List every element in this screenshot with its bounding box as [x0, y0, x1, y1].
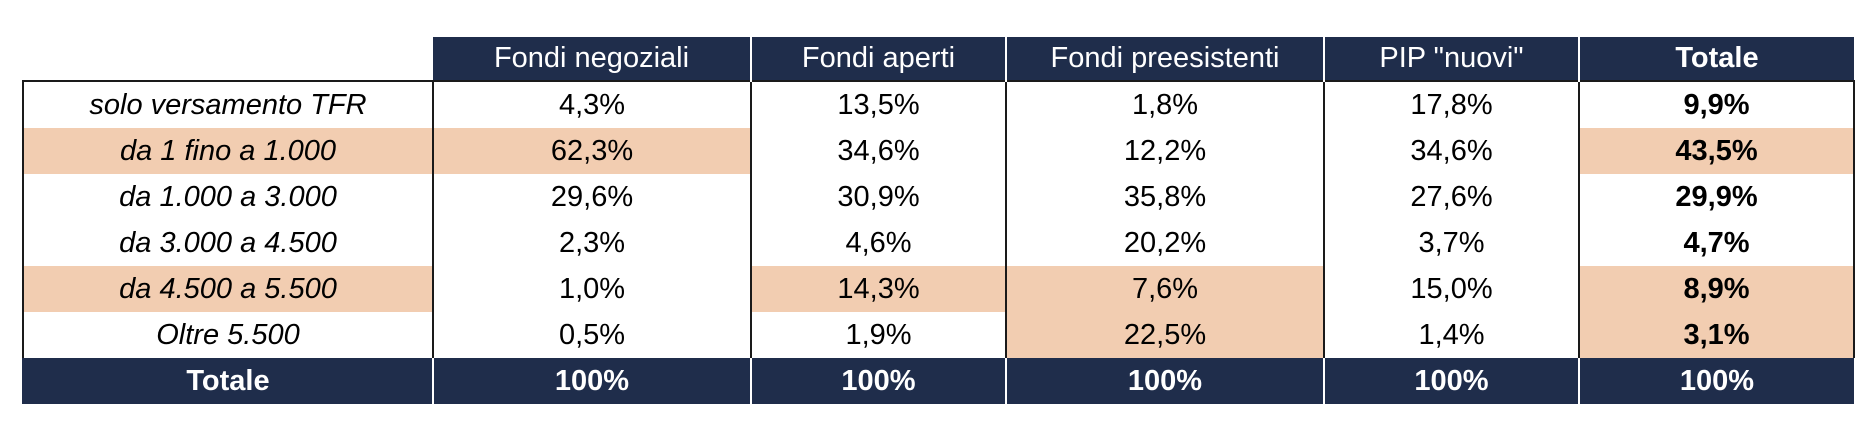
row-label: Oltre 5.500 — [22, 312, 434, 358]
table-row: da 1.000 a 3.000 29,6% 30,9% 35,8% 27,6% 29,9… — [22, 174, 1855, 220]
row-label: da 1 fino a 1.000 — [22, 128, 434, 174]
table-row: da 4.500 a 5.500 1,0% 14,3% 7,6% 15,0% 8,9% — [22, 266, 1855, 312]
footer-cell: 100% — [433, 358, 752, 404]
header-corner — [23, 37, 433, 81]
total-cell: 8,9% — [1579, 266, 1855, 312]
row-label: solo versamento TFR — [22, 80, 434, 128]
value-cell: 3,7% — [1324, 220, 1580, 266]
value-cell: 4,6% — [751, 220, 1007, 266]
value-cell: 7,6% — [1006, 266, 1325, 312]
row-label: da 4.500 a 5.500 — [22, 266, 434, 312]
value-cell: 29,6% — [433, 174, 752, 220]
footer-cell: 100% — [1579, 358, 1854, 404]
distribution-table: Fondi negoziali Fondi aperti Fondi prees… — [22, 37, 1855, 404]
column-header: Fondi preesistenti — [1006, 37, 1325, 81]
total-cell: 29,9% — [1579, 174, 1855, 220]
table-row: Oltre 5.500 0,5% 1,9% 22,5% 1,4% 3,1% — [22, 312, 1855, 358]
value-cell: 22,5% — [1006, 312, 1325, 358]
table-row: solo versamento TFR 4,3% 13,5% 1,8% 17,8% 9,9… — [22, 80, 1855, 128]
table-row: da 3.000 a 4.500 2,3% 4,6% 20,2% 3,7% 4,7% — [22, 220, 1855, 266]
value-cell: 15,0% — [1324, 266, 1580, 312]
column-header: Fondi aperti — [751, 37, 1007, 81]
column-header-total: Totale — [1579, 37, 1854, 81]
table-row: da 1 fino a 1.000 62,3% 34,6% 12,2% 34,6% 43,… — [22, 128, 1855, 174]
value-cell: 17,8% — [1324, 80, 1580, 128]
value-cell: 2,3% — [433, 220, 752, 266]
footer-cell: 100% — [1006, 358, 1325, 404]
footer-label: Totale — [22, 358, 434, 404]
total-cell: 9,9% — [1579, 80, 1855, 128]
value-cell: 62,3% — [433, 128, 752, 174]
column-header: PIP "nuovi" — [1324, 37, 1580, 81]
row-label: da 3.000 a 4.500 — [22, 220, 434, 266]
column-header: Fondi negoziali — [433, 37, 752, 81]
value-cell: 1,4% — [1324, 312, 1580, 358]
total-cell: 3,1% — [1579, 312, 1855, 358]
value-cell: 1,8% — [1006, 80, 1325, 128]
footer-cell: 100% — [1324, 358, 1580, 404]
total-cell: 4,7% — [1579, 220, 1855, 266]
value-cell: 1,9% — [751, 312, 1007, 358]
value-cell: 34,6% — [1324, 128, 1580, 174]
value-cell: 20,2% — [1006, 220, 1325, 266]
value-cell: 14,3% — [751, 266, 1007, 312]
row-label: da 1.000 a 3.000 — [22, 174, 434, 220]
value-cell: 27,6% — [1324, 174, 1580, 220]
value-cell: 4,3% — [433, 80, 752, 128]
value-cell: 30,9% — [751, 174, 1007, 220]
total-cell: 43,5% — [1579, 128, 1855, 174]
header-row: Fondi negoziali Fondi aperti Fondi prees… — [23, 37, 1854, 81]
footer-cell: 100% — [751, 358, 1007, 404]
value-cell: 1,0% — [433, 266, 752, 312]
value-cell: 34,6% — [751, 128, 1007, 174]
value-cell: 0,5% — [433, 312, 752, 358]
value-cell: 13,5% — [751, 80, 1007, 128]
value-cell: 35,8% — [1006, 174, 1325, 220]
value-cell: 12,2% — [1006, 128, 1325, 174]
footer-row: Totale 100% 100% 100% 100% 100% — [22, 358, 1854, 404]
